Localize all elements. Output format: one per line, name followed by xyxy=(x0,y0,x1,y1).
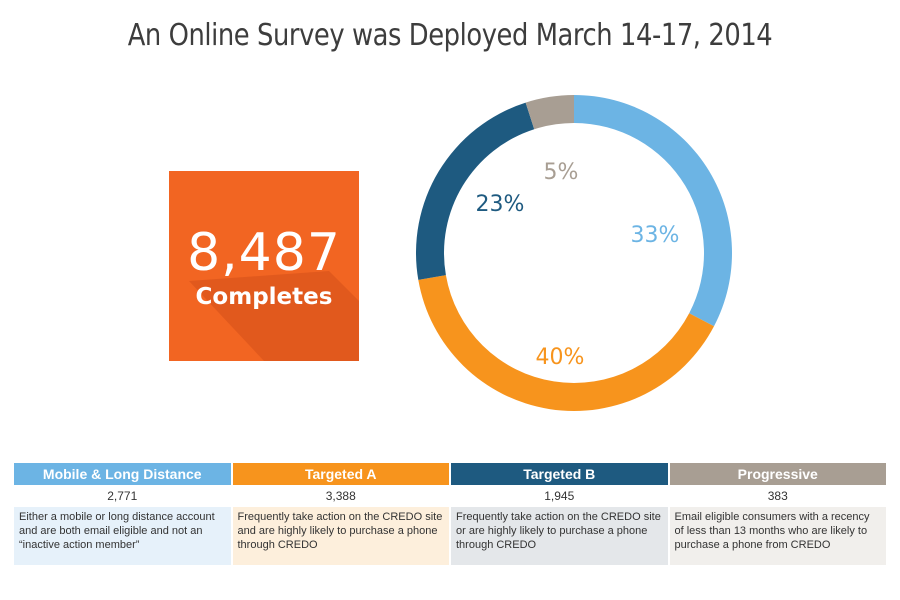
donut-slice-targeted-b xyxy=(416,102,535,280)
completes-box-shadow xyxy=(189,271,359,361)
segment-description: Frequently take action on the CREDO site… xyxy=(451,507,668,565)
page-title: An Online Survey was Deployed March 14-1… xyxy=(127,18,773,53)
donut-slice-targeted-a xyxy=(418,275,714,412)
completes-label: Completes xyxy=(195,284,333,310)
segment-header: Mobile & Long Distance xyxy=(14,463,231,485)
completes-number: 8,487 xyxy=(187,223,341,283)
donut-label-mobile-long-distance: 33% xyxy=(631,223,680,248)
donut-chart: 33% 40% 23% 5% xyxy=(416,95,732,412)
segment-header: Progressive xyxy=(669,463,886,485)
donut-label-targeted-b: 23% xyxy=(476,192,525,217)
segment-count: 1,945 xyxy=(451,485,668,507)
segment-header: Targeted A xyxy=(232,463,449,485)
segment-description: Frequently take action on the CREDO site… xyxy=(232,507,449,565)
donut-label-progressive: 5% xyxy=(544,160,579,185)
segment-column: Targeted A 3,388 Frequently take action on… xyxy=(232,463,449,565)
segment-column: Progressive 383 Email eligible consumers w… xyxy=(669,463,886,565)
segment-description: Email eligible consumers with a recency … xyxy=(669,507,886,565)
donut-label-targeted-a: 40% xyxy=(536,345,585,370)
segment-description: Either a mobile or long distance account… xyxy=(14,507,231,565)
segment-count: 383 xyxy=(669,485,886,507)
segment-column: Targeted B 1,945 Frequently take action on… xyxy=(451,463,668,565)
completes-box: 8,487 Completes xyxy=(169,171,359,361)
segment-table: Mobile & Long Distance 2,771 Either a mobi… xyxy=(14,463,886,565)
donut-slice-mobile-long-distance xyxy=(574,95,732,327)
segment-count: 3,388 xyxy=(232,485,449,507)
donut-slice-progressive xyxy=(525,95,574,130)
segment-column: Mobile & Long Distance 2,771 Either a mobi… xyxy=(14,463,231,565)
segment-header: Targeted B xyxy=(451,463,668,485)
segment-count: 2,771 xyxy=(14,485,231,507)
